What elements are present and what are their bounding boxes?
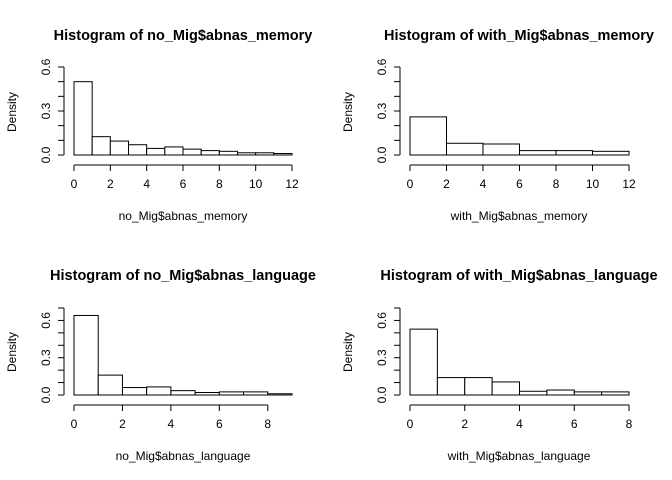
y-tick-label: 0.3 bbox=[375, 349, 389, 366]
x-tick-label: 6 bbox=[571, 417, 578, 431]
x-tick-label: 8 bbox=[216, 177, 223, 191]
y-tick-label: 0.3 bbox=[39, 102, 53, 119]
y-axis-label: Density bbox=[341, 92, 355, 132]
x-tick-label: 4 bbox=[516, 417, 523, 431]
y-tick-label: 0.6 bbox=[39, 312, 53, 329]
histogram-panel: Histogram of with_Mig$abnas_language 0 2 4 6… bbox=[341, 268, 658, 463]
y-tick-label: 0.3 bbox=[375, 102, 389, 119]
x-tick-label: 8 bbox=[264, 417, 271, 431]
histogram-bar bbox=[243, 391, 269, 396]
y-tick-label: 0.0 bbox=[375, 386, 389, 403]
chart-title: Histogram of with_Mig$abnas_memory bbox=[384, 28, 654, 44]
y-axis-label: Density bbox=[5, 92, 19, 132]
histogram-bar bbox=[164, 146, 184, 156]
y-tick-label: 0.0 bbox=[39, 386, 53, 403]
y-tick-label: 0.6 bbox=[39, 58, 53, 75]
x-tick-label: 10 bbox=[586, 177, 600, 191]
y-axis-label: Density bbox=[341, 332, 355, 372]
histogram-bar bbox=[273, 153, 293, 156]
chart-title: Histogram of no_Mig$abnas_memory bbox=[54, 28, 313, 44]
chart-title: Histogram of with_Mig$abnas_language bbox=[380, 268, 657, 284]
histogram-bar bbox=[109, 140, 130, 156]
histogram-bar bbox=[73, 81, 93, 156]
x-tick-label: 0 bbox=[71, 177, 78, 191]
x-tick-label: 0 bbox=[407, 177, 414, 191]
y-tick-label: 0.0 bbox=[39, 146, 53, 163]
histogram-bar bbox=[446, 142, 484, 156]
histogram-bar bbox=[146, 386, 172, 396]
histogram-bar bbox=[409, 116, 447, 156]
x-tick-label: 6 bbox=[516, 177, 523, 191]
x-axis-label: with_Mig$abnas_language bbox=[447, 449, 591, 463]
histogram-panel: Histogram of no_Mig$abnas_language 0 2 4 6 8 0… bbox=[5, 268, 316, 463]
histogram-bar bbox=[91, 136, 111, 156]
x-tick-label: 0 bbox=[407, 417, 414, 431]
histogram-bar bbox=[128, 144, 148, 156]
y-axis-label: Density bbox=[5, 332, 19, 372]
x-tick-label: 2 bbox=[443, 177, 450, 191]
histogram-bar bbox=[73, 314, 99, 396]
x-tick-label: 0 bbox=[71, 417, 78, 431]
y-tick-label: 0.6 bbox=[375, 58, 389, 75]
x-tick-label: 2 bbox=[461, 417, 468, 431]
x-tick-label: 4 bbox=[168, 417, 175, 431]
x-axis-label: with_Mig$abnas_memory bbox=[450, 209, 588, 223]
chart-title: Histogram of no_Mig$abnas_language bbox=[50, 268, 316, 284]
x-tick-label: 12 bbox=[285, 177, 299, 191]
histogram-bar bbox=[121, 387, 148, 396]
histogram-bar bbox=[237, 152, 257, 156]
histogram-bar bbox=[218, 150, 239, 156]
histogram-bar bbox=[592, 150, 630, 156]
histogram-bar bbox=[519, 390, 548, 396]
histogram-bar bbox=[546, 389, 575, 396]
histogram-bar bbox=[170, 390, 196, 396]
histogram-bar bbox=[182, 148, 202, 156]
histogram-bar bbox=[482, 143, 520, 156]
x-tick-label: 10 bbox=[249, 177, 263, 191]
histogram-bar bbox=[491, 381, 521, 396]
x-tick-label: 6 bbox=[216, 417, 223, 431]
x-axis-label: no_Mig$abnas_language bbox=[116, 449, 251, 463]
x-tick-label: 2 bbox=[119, 417, 126, 431]
x-tick-label: 4 bbox=[143, 177, 150, 191]
histogram-bar bbox=[464, 377, 493, 396]
y-tick-label: 0.0 bbox=[375, 146, 389, 163]
histogram-bar bbox=[436, 377, 466, 396]
histogram-bar bbox=[255, 152, 275, 156]
x-tick-label: 6 bbox=[180, 177, 187, 191]
histogram-bar bbox=[200, 150, 220, 156]
histogram-bar bbox=[409, 328, 438, 396]
x-tick-label: 4 bbox=[480, 177, 487, 191]
x-axis-label: no_Mig$abnas_memory bbox=[119, 209, 248, 223]
x-tick-label: 12 bbox=[622, 177, 636, 191]
histogram-panel: Histogram of no_Mig$abnas_memory 0 2 4 6 8 10 1… bbox=[5, 28, 312, 223]
histogram-panel: Histogram of with_Mig$abnas_memory 0 2 4 6 8 1… bbox=[341, 28, 654, 223]
histogram-bar bbox=[555, 150, 593, 156]
histogram-bar bbox=[267, 393, 293, 396]
histogram-bar bbox=[601, 391, 630, 396]
x-tick-label: 8 bbox=[553, 177, 560, 191]
histogram-bar bbox=[146, 147, 166, 156]
histogram-bar bbox=[573, 391, 603, 396]
histogram-bar bbox=[519, 150, 557, 156]
y-tick-label: 0.6 bbox=[375, 312, 389, 329]
x-tick-label: 8 bbox=[626, 417, 633, 431]
histogram-bar bbox=[97, 374, 123, 396]
x-tick-label: 2 bbox=[107, 177, 114, 191]
histogram-bar bbox=[218, 391, 245, 396]
histogram-bar bbox=[194, 392, 220, 396]
y-tick-label: 0.3 bbox=[39, 349, 53, 366]
